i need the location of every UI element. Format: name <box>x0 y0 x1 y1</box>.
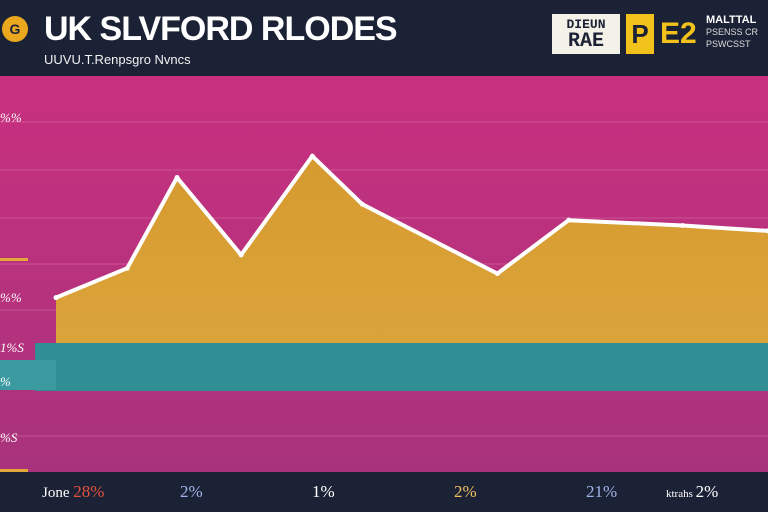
footer-percent: 2% <box>695 482 719 501</box>
footer-value: 2% <box>454 482 477 502</box>
data-point <box>53 295 59 301</box>
footer-value: ktrahs 2% <box>666 482 718 502</box>
footer-percent: 2% <box>180 482 203 501</box>
data-point <box>566 217 572 223</box>
data-point <box>494 271 500 277</box>
footer-value: 21% <box>586 482 617 502</box>
coin-logo-icon: G <box>2 16 28 42</box>
footer-percent: 21% <box>586 482 618 501</box>
brand-box-top-text: DIEUN <box>566 17 606 32</box>
chart-footer <box>0 472 768 512</box>
chart-title: UK SLVFORD RLODES <box>44 10 398 48</box>
y-tick-label: 1%S <box>0 340 24 355</box>
brand-small-text: MALTTAL PSENSS CR PSWCSST <box>706 14 768 50</box>
left-accent-bar <box>0 258 28 261</box>
y-tick-label: %S <box>0 430 18 445</box>
y-tick-label: % <box>0 374 11 389</box>
series-area <box>56 156 768 343</box>
series-line <box>55 154 768 300</box>
footer-prefix: ktrahs <box>666 488 696 500</box>
footer-percent: 28% <box>73 482 105 501</box>
brand-box-bottom-text: RAE <box>567 30 604 53</box>
footer-value: 1% <box>312 482 335 502</box>
teal-band <box>35 343 768 391</box>
y-tick-label: %% <box>0 110 22 125</box>
chart-subtitle: UUVU.T.Renpsgro Nvncs <box>44 52 191 67</box>
brand-code: E2 <box>660 17 697 50</box>
brand-small-line-2: PSWCSST <box>706 39 751 49</box>
data-point <box>359 201 365 207</box>
data-point <box>309 153 315 159</box>
data-point <box>680 223 686 229</box>
brand-logo-box: DIEUN RAE <box>552 14 620 54</box>
footer-value: Jone 28% <box>42 482 104 502</box>
footer-prefix: Jone <box>42 485 74 501</box>
footer-percent: 2% <box>454 482 477 501</box>
data-point <box>124 265 130 271</box>
teal-band-left <box>0 360 56 390</box>
data-point <box>765 228 768 234</box>
data-point <box>238 252 244 258</box>
brand-yellow-badge: P <box>626 14 654 54</box>
chart-header: G UK SLVFORD RLODES UUVU.T.Renpsgro Nvnc… <box>0 0 768 76</box>
y-tick-label: %% <box>0 290 22 305</box>
left-accent-bar-2 <box>0 469 28 472</box>
data-point <box>174 174 180 180</box>
series-points <box>53 153 768 301</box>
brand-small-top: MALTTAL <box>706 14 757 26</box>
brand-small-line-1: PSENSS CR <box>706 27 759 37</box>
footer-percent: 1% <box>312 482 335 501</box>
footer-value: 2% <box>180 482 203 502</box>
